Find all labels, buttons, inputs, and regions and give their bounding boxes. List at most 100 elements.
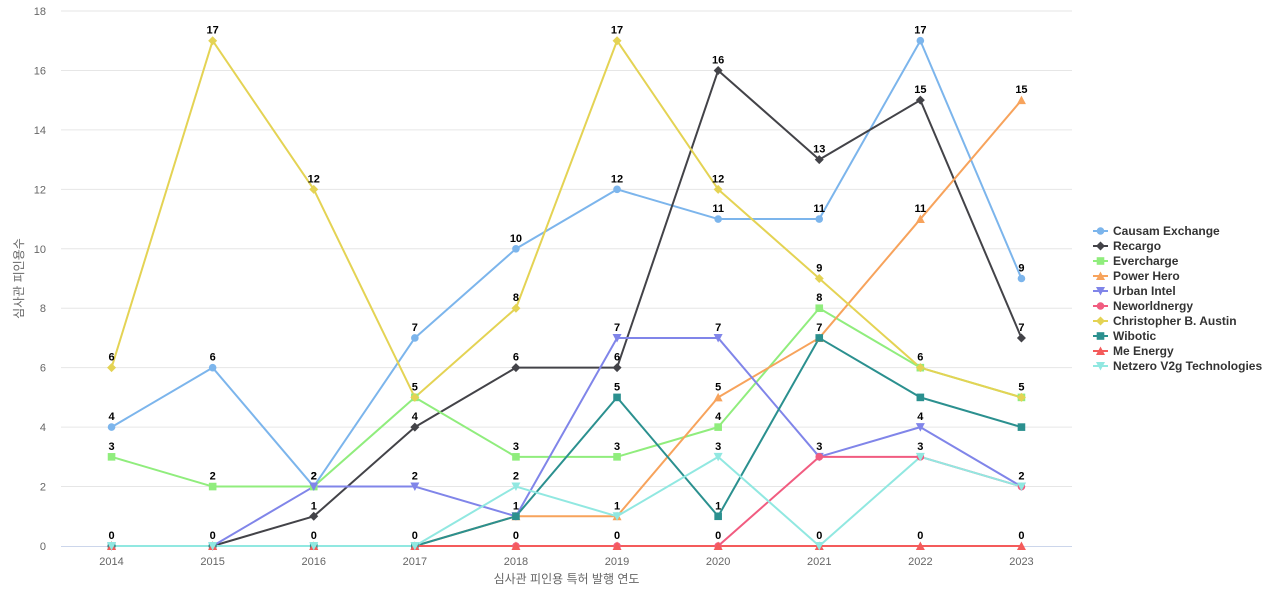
legend-marker (1096, 332, 1105, 340)
data-point (208, 363, 217, 372)
data-point (916, 393, 925, 402)
data-label: 3 (108, 441, 114, 453)
data-point (612, 512, 622, 521)
series-markers (107, 36, 1026, 551)
legend-marker (1096, 362, 1105, 371)
legend-marker (1096, 227, 1105, 235)
legend-item[interactable]: Neworldnergy (1093, 299, 1193, 313)
data-point (815, 453, 824, 461)
data-point (309, 482, 319, 492)
data-label: 0 (715, 530, 721, 542)
legend-marker (1096, 302, 1105, 310)
legend-label: Power Hero (1113, 269, 1180, 283)
data-label: 16 (712, 54, 724, 66)
x-tick-label: 2020 (706, 556, 730, 568)
legend-marker (1096, 271, 1105, 280)
data-label: 1 (614, 500, 620, 512)
data-point (511, 363, 521, 373)
legend-marker (1096, 241, 1105, 251)
legend-item[interactable]: Christopher B. Austin (1093, 314, 1237, 328)
data-point (107, 453, 116, 461)
data-point (511, 541, 521, 550)
y-tick-label: 18 (34, 6, 46, 18)
legend-item[interactable]: Causam Exchange (1093, 224, 1220, 238)
legend-item[interactable]: Wibotic (1093, 329, 1157, 343)
y-tick-label: 8 (40, 303, 46, 315)
data-label: 17 (611, 25, 623, 37)
data-label: 0 (614, 530, 620, 542)
data-point (612, 36, 622, 46)
data-point (713, 452, 723, 462)
data-point (714, 512, 722, 521)
y-tick-label: 0 (40, 541, 46, 553)
x-tick-label: 2019 (605, 556, 629, 568)
data-point (613, 185, 621, 194)
legend-item[interactable]: Power Hero (1093, 269, 1180, 283)
data-point (410, 392, 420, 402)
data-point (1016, 333, 1026, 343)
x-axis-title: 심사관 피인용 특허 발행 연도 (494, 571, 640, 586)
series-line-6 (110, 39, 1022, 399)
data-point (309, 511, 319, 521)
y-tick-label: 6 (40, 363, 46, 375)
data-label: 3 (614, 441, 620, 453)
data-point (1016, 95, 1026, 105)
data-label: 3 (816, 441, 822, 453)
data-point (309, 184, 319, 194)
data-point (815, 334, 824, 342)
legend-label: Urban Intel (1113, 284, 1176, 298)
legend-label: Christopher B. Austin (1113, 314, 1237, 328)
data-point (713, 184, 723, 194)
data-point (107, 363, 117, 373)
data-label: 5 (1018, 381, 1024, 393)
data-point (915, 452, 925, 462)
legend-item[interactable]: Urban Intel (1093, 284, 1176, 298)
data-point (714, 423, 722, 431)
data-label: 7 (816, 322, 822, 334)
data-label: 5 (715, 381, 721, 393)
data-point (612, 333, 622, 343)
data-label: 4 (715, 411, 722, 423)
legend-item[interactable]: Netzero V2g Technologies (1093, 359, 1262, 373)
data-point (208, 542, 218, 551)
data-point (915, 214, 925, 224)
series-line-3 (111, 99, 1023, 547)
legend-marker (1096, 257, 1105, 265)
data-label: 0 (210, 530, 216, 542)
data-label: 0 (412, 530, 418, 542)
data-point (1016, 392, 1026, 402)
x-tick-label: 2023 (1009, 556, 1033, 568)
data-point (107, 542, 117, 551)
data-point (511, 303, 521, 313)
legend-label: Recargo (1113, 239, 1161, 253)
data-label: 11 (915, 203, 927, 215)
legend-label: Evercharge (1113, 254, 1179, 268)
data-point (612, 541, 622, 550)
data-label: 12 (308, 173, 320, 185)
data-label: 12 (611, 173, 623, 185)
legend-item[interactable]: Me Energy (1093, 344, 1174, 358)
y-tick-label: 2 (40, 482, 46, 494)
series-lines (110, 39, 1023, 547)
data-point (915, 423, 925, 432)
data-point (1017, 274, 1026, 283)
legend-label: Netzero V2g Technologies (1113, 359, 1262, 373)
x-axis-ticks: 2014 2015 2016 2017 2018 2019 2020 2021 2022 2023 (99, 556, 1033, 568)
data-point (410, 482, 420, 492)
data-label: 0 (108, 530, 114, 542)
data-label: 0 (1018, 530, 1024, 542)
y-axis-ticks: 0 2 4 6 8 10 12 14 16 18 (34, 6, 46, 553)
y-tick-label: 14 (34, 125, 46, 137)
data-label: 17 (914, 25, 926, 37)
legend-item[interactable]: Evercharge (1093, 254, 1179, 268)
data-label: 3 (513, 441, 519, 453)
data-label: 6 (513, 352, 519, 364)
data-point (713, 541, 723, 550)
data-point (713, 392, 723, 402)
legend-item[interactable]: Recargo (1093, 239, 1161, 253)
data-label: 2 (513, 471, 519, 483)
data-label: 12 (712, 173, 724, 185)
data-label: 11 (813, 203, 825, 215)
